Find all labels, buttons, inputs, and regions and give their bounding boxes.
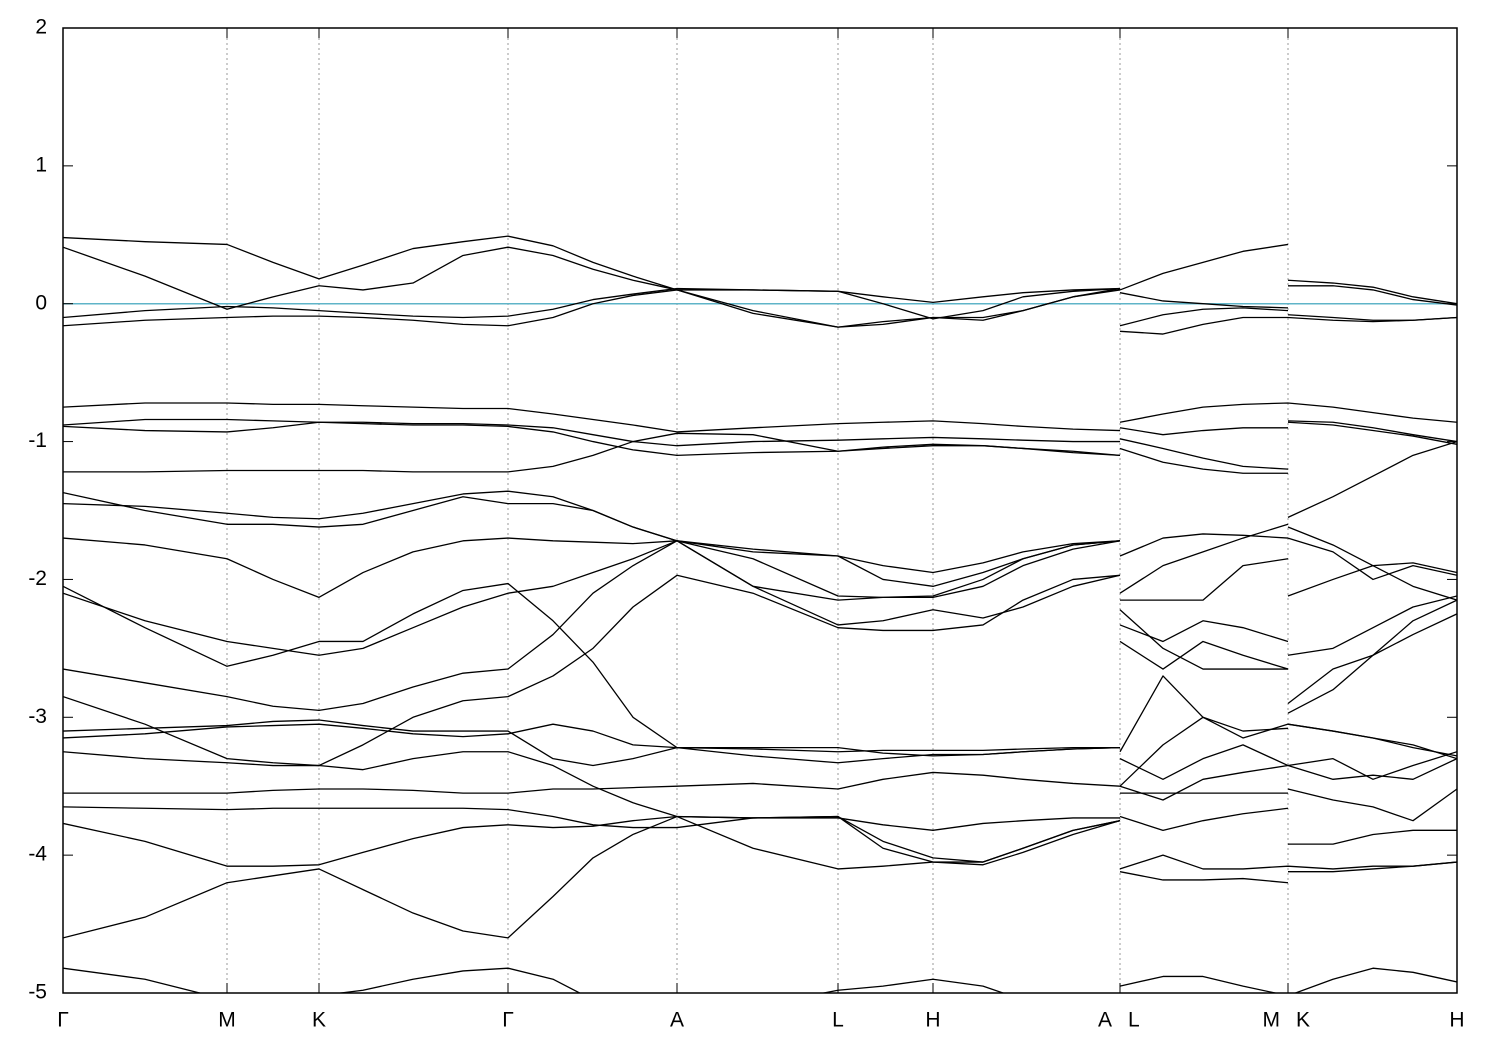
y-tick-label: -3 bbox=[28, 705, 47, 728]
band-line bbox=[63, 806, 1457, 845]
x-tick-label: H bbox=[1449, 1009, 1464, 1032]
band-line bbox=[63, 402, 1457, 433]
y-tick-label: -2 bbox=[28, 567, 47, 590]
band-line bbox=[63, 289, 1457, 335]
band-line bbox=[63, 421, 1457, 470]
band-line bbox=[63, 537, 1457, 626]
band-line bbox=[63, 716, 1457, 787]
band-line bbox=[63, 490, 1457, 601]
y-tick-label: 0 bbox=[35, 291, 47, 314]
x-tick-label: Γ bbox=[502, 1009, 514, 1032]
band-line bbox=[63, 540, 1457, 712]
plot-frame bbox=[62, 27, 1458, 994]
x-tick-label: A bbox=[670, 1009, 684, 1032]
band-line bbox=[63, 582, 1457, 757]
x-tick-label: M bbox=[1263, 1009, 1281, 1032]
band-line bbox=[63, 967, 1457, 993]
band-line bbox=[63, 574, 1457, 767]
x-tick-label: H bbox=[925, 1009, 940, 1032]
band-line bbox=[63, 815, 1457, 870]
band-line bbox=[63, 815, 1457, 939]
grid-layer bbox=[226, 28, 1289, 993]
y-tick-label: 2 bbox=[35, 16, 47, 39]
band-line bbox=[63, 432, 1457, 518]
y-tick-label: -4 bbox=[28, 843, 47, 866]
band-line bbox=[63, 418, 1457, 447]
band-line bbox=[63, 764, 1457, 822]
y-tick-label: 1 bbox=[35, 153, 47, 176]
x-tick-label: M bbox=[218, 1009, 236, 1032]
y-tick-label: -1 bbox=[28, 429, 47, 452]
band-line bbox=[63, 540, 1457, 714]
x-tick-label: A bbox=[1098, 1009, 1112, 1032]
x-tick-label: L bbox=[1128, 1009, 1140, 1032]
x-tick-label: L bbox=[832, 1009, 844, 1032]
band-line bbox=[63, 246, 1457, 328]
band-layer bbox=[63, 235, 1457, 993]
band-line bbox=[63, 751, 1457, 863]
band-line bbox=[63, 235, 1457, 305]
x-tick-label: K bbox=[312, 1009, 326, 1032]
x-tick-label: K bbox=[1296, 1009, 1310, 1032]
x-tick-label: Γ bbox=[57, 1009, 69, 1032]
band-line bbox=[63, 719, 1457, 780]
y-tick-label: -5 bbox=[28, 981, 47, 1004]
